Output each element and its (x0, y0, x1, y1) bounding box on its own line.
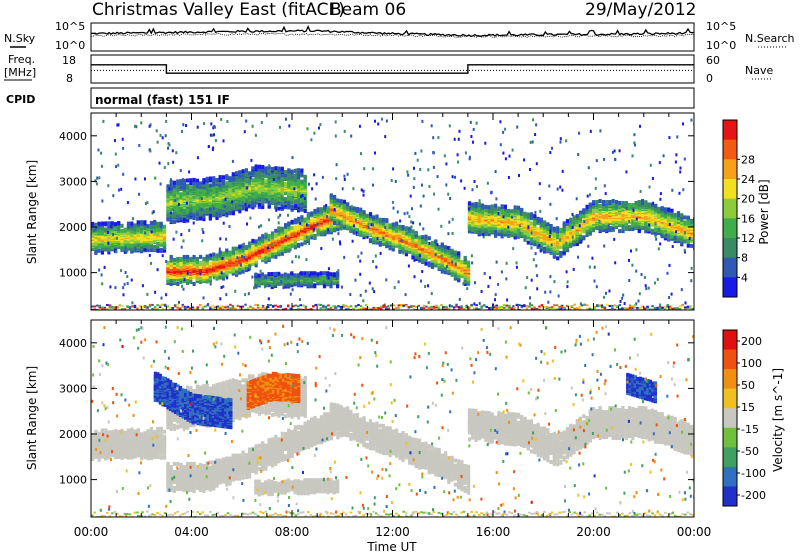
radar-title: Christmas Valley East (fitACF) (92, 0, 345, 20)
colorbar-tick-label: 28 (741, 153, 755, 166)
nsky-label: N.Sky (4, 32, 36, 45)
freq-strip-lines (91, 64, 694, 74)
colorbar-swatch (723, 330, 737, 351)
colorbar-swatch (723, 486, 737, 507)
y-tick-label: 2000 (59, 221, 87, 234)
time-tick-labels: 00:00 04:00 08:00 12:00 16:00 20:00 00:00 (74, 525, 712, 539)
y-tick-label: 4000 (59, 337, 87, 350)
colorbar-swatch (723, 447, 737, 468)
freq-tick-bottom: 8 (66, 72, 73, 85)
noise-series-1 (90, 32, 695, 38)
colorbar-tick-label: 24 (741, 173, 755, 186)
y-tick-label: 1000 (59, 474, 87, 487)
beam-label: Beam 06 (330, 0, 406, 20)
colorbar-tick-label: 16 (741, 212, 755, 225)
freq-label: Freq. (8, 53, 35, 66)
colorbar-tick-label: 12 (741, 232, 755, 245)
velocity-colorbar: 200 100 50 15 -15 -50 -100 -200 (722, 329, 766, 507)
time-tick-label: 08:00 (275, 525, 310, 539)
velocity-x-ticks (90, 320, 695, 517)
date-label: 29/May/2012 (585, 0, 697, 20)
nave-tick-bottom: 0 (706, 72, 713, 85)
nave-label: Nave (745, 64, 773, 77)
noise-tick-bottom-left: 10^0 (55, 39, 85, 52)
colorbar-tick-label: 50 (741, 379, 755, 392)
noise-strip-frame (90, 22, 695, 52)
power-colorbar-label: Power [dB] (757, 179, 771, 244)
velocity-y-axis-label: Slant Range [km] (25, 366, 39, 470)
time-tick-label: 20:00 (576, 525, 611, 539)
colorbar-swatch (723, 408, 737, 429)
colorbar-swatch (723, 238, 737, 259)
power-heatmap (91, 117, 694, 310)
y-tick-label: 3000 (59, 382, 87, 395)
colorbar-tick-label: 100 (741, 357, 762, 370)
noise-tick-bottom-right: 10^0 (706, 39, 736, 52)
colorbar-swatch (723, 466, 737, 487)
noise-tick-top-left: 10^5 (55, 20, 85, 33)
y-tick-label: 2000 (59, 428, 87, 441)
cpid-value: normal (fast) 151 IF (95, 93, 230, 107)
colorbar-tick-label: 4 (741, 271, 748, 284)
colorbar-swatch (723, 159, 737, 180)
power-colorbar: 4 8 12 16 20 24 28 (722, 119, 755, 298)
cpid-label: CPID (6, 93, 35, 106)
noise-tick-top-right: 10^5 (706, 20, 736, 33)
power-y-axis-label: Slant Range [km] (25, 160, 39, 264)
nave-tick-top: 60 (706, 54, 720, 67)
noise-series-0 (90, 24, 695, 37)
power-x-ticks (90, 113, 695, 310)
colorbar-swatch (723, 388, 737, 409)
colorbar-tick-label: 15 (741, 401, 755, 414)
colorbar-tick-label: 20 (741, 193, 755, 206)
freq-tick-top: 18 (62, 54, 76, 67)
colorbar-swatch (723, 139, 737, 160)
time-tick-label: 16:00 (476, 525, 511, 539)
colorbar-swatch (723, 120, 737, 141)
velocity-y-axis: 1000 2000 3000 4000 (59, 337, 694, 487)
velocity-colorbar-label: Velocity [m s^-1] (771, 368, 785, 472)
x-axis-label: Time UT (366, 540, 417, 554)
colorbar-swatch (723, 427, 737, 448)
time-tick-label: 00:00 (677, 525, 712, 539)
y-tick-label: 3000 (59, 175, 87, 188)
colorbar-swatch (723, 179, 737, 200)
velocity-heatmap (91, 324, 694, 517)
colorbar-swatch (723, 218, 737, 239)
cpid-strip-frame (90, 87, 695, 109)
y-tick-label: 1000 (59, 267, 87, 280)
power-y-axis: 1000 2000 3000 4000 (59, 130, 694, 280)
freq-unit-label: [MHz] (4, 66, 36, 79)
colorbar-swatch (723, 369, 737, 390)
colorbar-tick-label: -15 (741, 423, 759, 436)
freq-series (91, 64, 694, 74)
noise-strip-lines (90, 24, 695, 38)
colorbar-tick-label: -100 (741, 467, 766, 480)
nsearch-label: N.Search (745, 32, 795, 45)
colorbar-swatch (723, 257, 737, 278)
colorbar-tick-label: -200 (741, 489, 766, 502)
time-tick-label: 00:00 (74, 525, 109, 539)
colorbar-tick-label: -50 (741, 445, 759, 458)
y-tick-label: 4000 (59, 130, 87, 143)
colorbar-swatch (723, 349, 737, 370)
time-tick-label: 12:00 (375, 525, 410, 539)
colorbar-tick-label: 200 (741, 335, 762, 348)
colorbar-swatch (723, 198, 737, 219)
freq-strip-frame (90, 54, 695, 84)
colorbar-tick-label: 8 (741, 252, 748, 265)
colorbar-swatch (723, 277, 737, 298)
time-tick-label: 04:00 (174, 525, 209, 539)
